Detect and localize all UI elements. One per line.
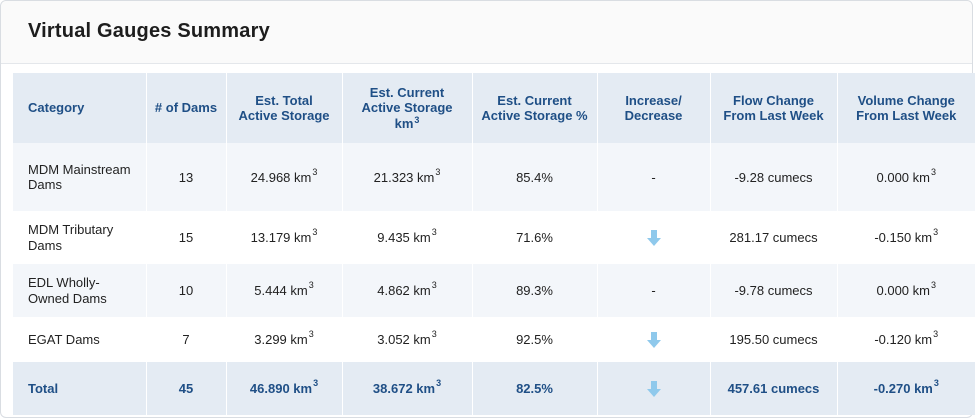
total-storage-cell-value: 5.444 km3 [254, 280, 314, 298]
dams-cell: 45 [145, 362, 226, 415]
trend-cell [596, 362, 710, 415]
volume-change-cell-value: -0.120 km3 [874, 329, 939, 347]
unit-sup: 3 [431, 329, 437, 339]
table-row: EGAT Dams 7 3.299 km3 3.052 km3 92.5% 195.50 … [13, 317, 975, 362]
total-storage-cell-value: 24.968 km3 [250, 166, 318, 185]
unit-sup: 3 [431, 227, 437, 237]
table-row: MDM Mainstream Dams 13 24.968 km3 21.323 km… [13, 143, 975, 211]
unit-sup: 3 [308, 329, 314, 339]
total-storage-cell-value: 46.890 km3 [249, 378, 319, 396]
header-unit-sup: 3 [414, 114, 420, 125]
unit-sup: 3 [930, 280, 936, 290]
current-storage-cell: 38.672 km3 [341, 362, 472, 415]
category-cell: MDM Mainstream Dams [13, 143, 146, 211]
volume-change-cell: -0.150 km3 [836, 211, 975, 264]
unit-sup: 3 [933, 378, 939, 388]
header-current-pct: Est. Current Active Storage % [471, 73, 597, 143]
dams-cell: 7 [145, 317, 226, 362]
category-cell: EDL Wholly-Owned Dams [13, 264, 146, 317]
volume-change-cell-value: -0.270 km3 [873, 378, 939, 396]
total-storage-cell: 24.968 km3 [225, 143, 342, 211]
volume-change-cell: -0.120 km3 [836, 317, 975, 362]
current-pct-cell: 92.5% [471, 317, 597, 362]
total-storage-cell: 5.444 km3 [225, 264, 342, 317]
unit-sup: 3 [933, 227, 939, 237]
header-volume-change: Volume Change From Last Week [836, 73, 975, 143]
total-storage-cell: 46.890 km3 [225, 362, 342, 415]
current-storage-cell: 3.052 km3 [341, 317, 472, 362]
unit-sup: 3 [431, 280, 437, 290]
table-body: MDM Mainstream Dams 13 24.968 km3 21.323 km… [13, 143, 975, 415]
flow-change-cell: -9.78 cumecs [709, 264, 837, 317]
trend-cell: - [596, 143, 710, 211]
flow-change-cell: 457.61 cumecs [709, 362, 837, 415]
dams-cell: 13 [145, 143, 226, 211]
unit-sup: 3 [933, 329, 939, 339]
current-storage-cell-value: 9.435 km3 [377, 227, 437, 245]
volume-change-cell: 0.000 km3 [836, 143, 975, 211]
current-storage-cell: 21.323 km3 [341, 143, 472, 211]
table-row: MDM Tributary Dams 15 13.179 km3 9.435 km3 7… [13, 211, 975, 264]
table-header-row: Category # of Dams Est. Total Active Sto… [13, 73, 975, 143]
total-storage-cell-value: 13.179 km3 [250, 227, 318, 245]
current-storage-cell-value: 4.862 km3 [377, 280, 437, 298]
page-title: Virtual Gauges Summary [28, 20, 270, 42]
unit-sup: 3 [436, 378, 442, 388]
category-cell: EGAT Dams [13, 317, 146, 362]
current-pct-cell: 85.4% [471, 143, 597, 211]
current-storage-cell: 4.862 km3 [341, 264, 472, 317]
trend-cell [596, 211, 710, 264]
flow-change-cell: 281.17 cumecs [709, 211, 837, 264]
trend-cell [596, 317, 710, 362]
header-dams: # of Dams [145, 73, 226, 143]
flow-change-cell: 195.50 cumecs [709, 317, 837, 362]
dams-cell: 10 [145, 264, 226, 317]
header-trend: Increase/ Decrease [596, 73, 710, 143]
dams-cell: 15 [145, 211, 226, 264]
volume-change-cell-value: 0.000 km3 [876, 280, 937, 298]
volume-change-cell: 0.000 km3 [836, 264, 975, 317]
table-row: EDL Wholly-Owned Dams 10 5.444 km3 4.862 km… [13, 264, 975, 317]
current-storage-cell-value: 21.323 km3 [373, 166, 441, 185]
current-storage-cell-value: 38.672 km3 [372, 378, 442, 396]
unit-sup: 3 [930, 166, 936, 177]
header-current-storage: Est. Current Active Storage km3 [341, 73, 472, 143]
volume-change-cell-value: -0.150 km3 [874, 227, 939, 245]
trend-dash: - [651, 169, 656, 185]
current-storage-cell: 9.435 km3 [341, 211, 472, 264]
category-cell: Total [13, 362, 146, 415]
arrow-down-icon [646, 229, 661, 246]
unit-sup: 3 [312, 166, 318, 177]
header-category: Category [13, 73, 146, 143]
current-pct-cell: 89.3% [471, 264, 597, 317]
category-cell: MDM Tributary Dams [13, 211, 146, 264]
header-total-storage: Est. Total Active Storage [225, 73, 342, 143]
header-current-storage-label: Est. Current Active Storage km [361, 84, 453, 131]
arrow-down-icon [646, 331, 661, 348]
unit-sup: 3 [312, 227, 318, 237]
current-storage-cell-value: 3.052 km3 [377, 329, 437, 347]
current-pct-cell: 71.6% [471, 211, 597, 264]
total-storage-cell-value: 3.299 km3 [254, 329, 314, 347]
flow-change-cell: -9.28 cumecs [709, 143, 837, 211]
arrow-down-icon [646, 380, 661, 397]
volume-change-cell: -0.270 km3 [836, 362, 975, 415]
volume-change-cell-value: 0.000 km3 [876, 166, 937, 185]
table-total-row: Total 45 46.890 km3 38.672 km3 82.5% 457.61 c… [13, 362, 975, 415]
trend-cell: - [596, 264, 710, 317]
trend-dash: - [651, 283, 656, 298]
header-flow-change: Flow Change From Last Week [709, 73, 837, 143]
total-storage-cell: 13.179 km3 [225, 211, 342, 264]
summary-table: Category # of Dams Est. Total Active Sto… [13, 73, 975, 415]
unit-sup: 3 [435, 166, 441, 177]
unit-sup: 3 [313, 378, 319, 388]
card-header: Virtual Gauges Summary [1, 1, 972, 64]
total-storage-cell: 3.299 km3 [225, 317, 342, 362]
current-pct-cell: 82.5% [471, 362, 597, 415]
unit-sup: 3 [308, 280, 314, 290]
